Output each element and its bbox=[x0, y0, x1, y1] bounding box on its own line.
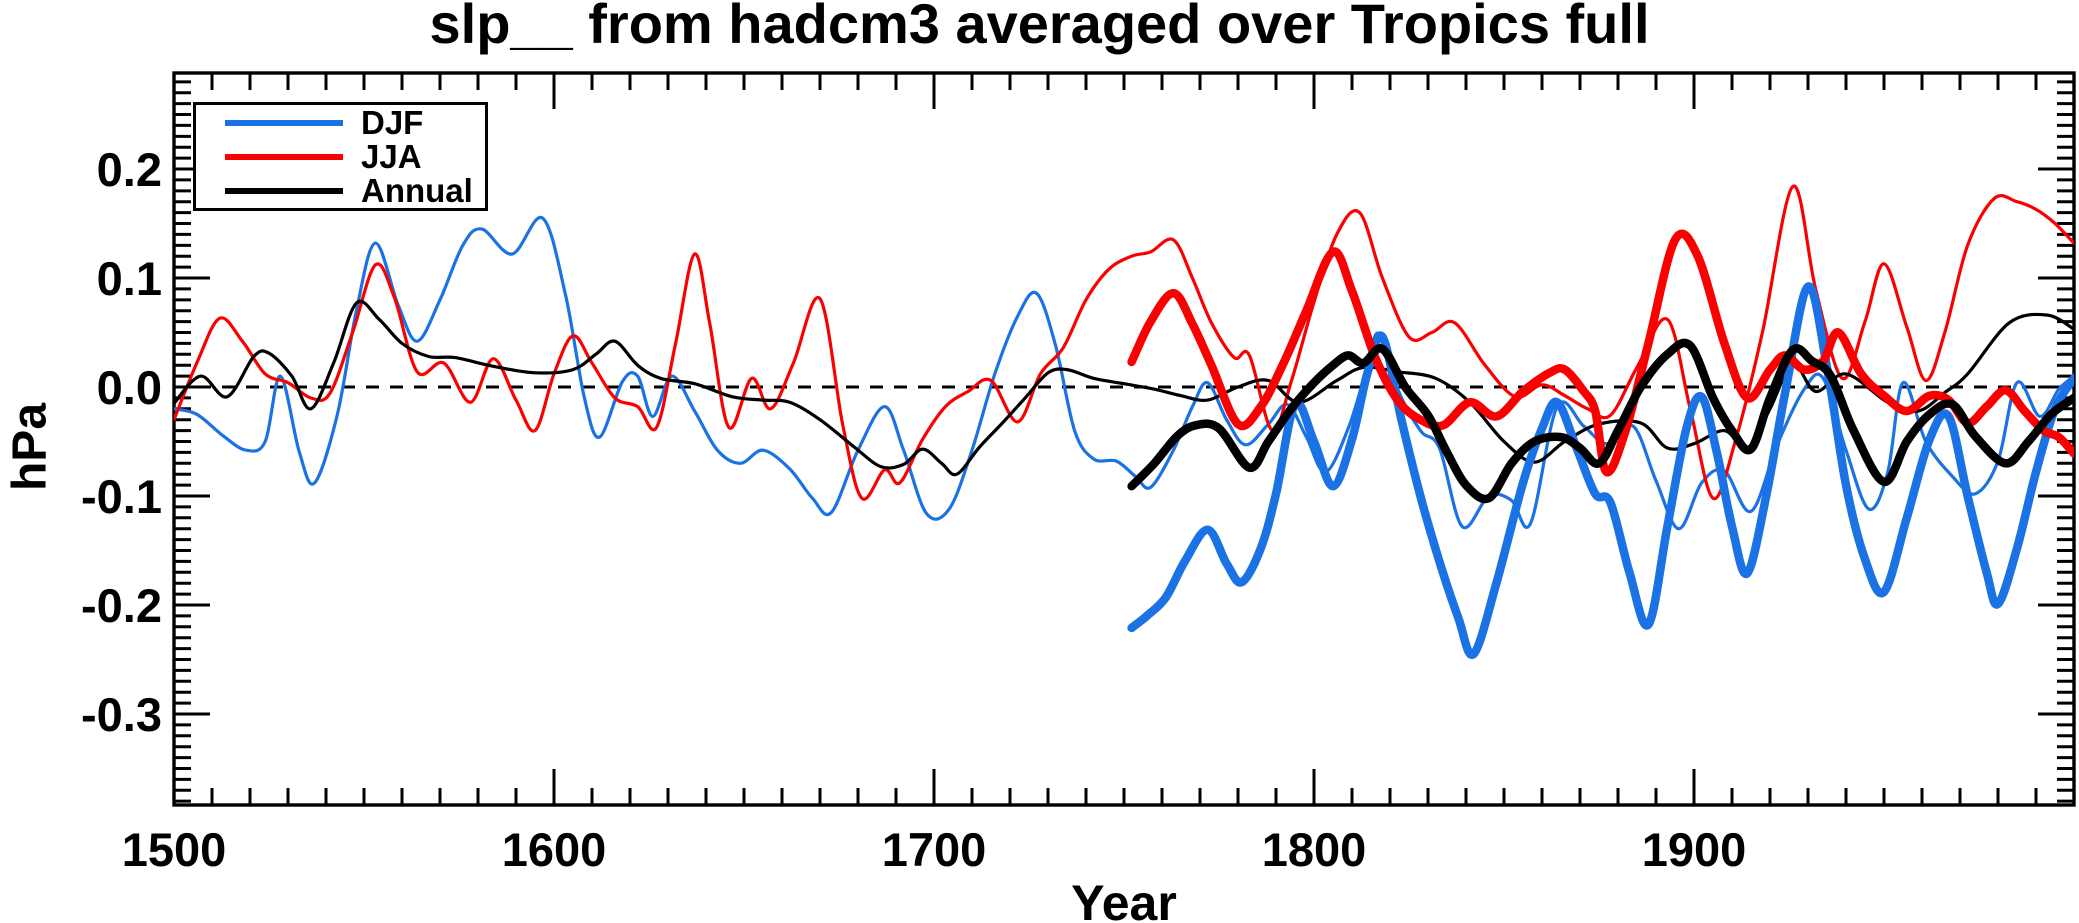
legend-line-sample bbox=[225, 153, 343, 160]
x-tick-label: 1900 bbox=[1642, 823, 1747, 876]
legend-item-djf: DJF bbox=[196, 106, 485, 139]
y-tick-label: 0.2 bbox=[97, 143, 162, 196]
legend-label: DJF bbox=[361, 104, 424, 141]
legend-line-sample bbox=[225, 187, 343, 194]
y-tick-label: 0.0 bbox=[97, 361, 162, 414]
x-tick-label: 1500 bbox=[122, 823, 227, 876]
x-tick-label: 1600 bbox=[502, 823, 607, 876]
series-DJF-thin bbox=[174, 216, 2074, 531]
y-axis-label: hPa bbox=[3, 402, 57, 492]
series-Annual-thick bbox=[1127, 338, 2074, 504]
legend-label: JJA bbox=[361, 138, 422, 175]
series-JJA-thick bbox=[1127, 229, 2074, 477]
y-tick-label: -0.1 bbox=[81, 470, 162, 523]
legend-item-jja: JJA bbox=[196, 140, 485, 173]
legend: DJF JJA Annual bbox=[193, 102, 488, 211]
x-axis-label: Year bbox=[1071, 875, 1177, 923]
y-tick-label: -0.3 bbox=[81, 688, 162, 741]
legend-label: Annual bbox=[361, 172, 473, 209]
y-tick-label: -0.2 bbox=[81, 579, 162, 632]
x-tick-label: 1700 bbox=[882, 823, 987, 876]
legend-item-annual: Annual bbox=[196, 174, 485, 207]
chart-title: slp__ from hadcm3 averaged over Tropics … bbox=[429, 0, 1650, 55]
y-tick-label: 0.1 bbox=[97, 252, 162, 305]
legend-line-sample bbox=[225, 119, 343, 126]
x-tick-label: 1800 bbox=[1262, 823, 1367, 876]
series-JJA-thin bbox=[174, 184, 2074, 501]
